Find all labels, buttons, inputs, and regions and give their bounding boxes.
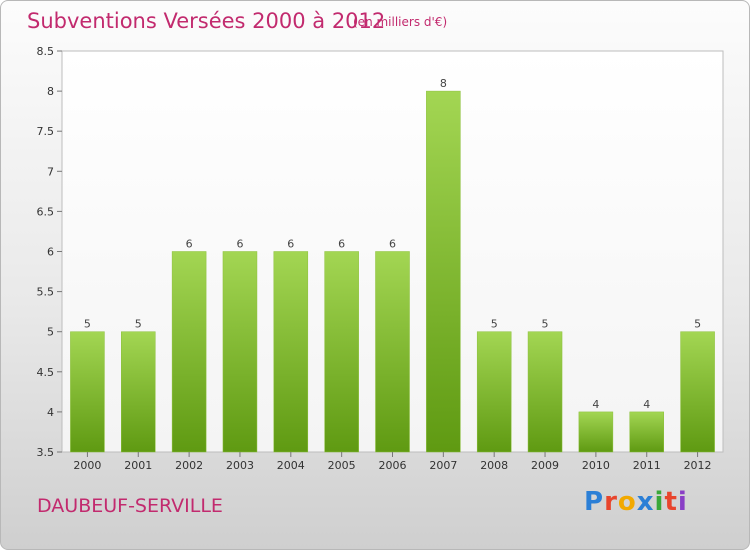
bar-value-label: 5 [542,318,549,331]
chart-subtitle: (en milliers d'€) [353,15,448,29]
x-tick-label: 2010 [582,459,610,472]
x-tick-label: 2000 [73,459,101,472]
y-tick-label: 5 [47,326,54,339]
bar-2008 [476,331,512,453]
x-tick-label: 2004 [277,459,305,472]
x-tick-label: 2007 [429,459,457,472]
x-tick-label: 2009 [531,459,559,472]
x-tick-label: 2005 [328,459,356,472]
bar-2001 [121,331,156,453]
x-tick-label: 2008 [480,459,508,472]
chart-title: Subventions Versées 2000 à 2012 [27,9,386,33]
y-tick-label: 5.5 [37,286,55,299]
x-tick-label: 2006 [379,459,407,472]
x-tick-label: 2003 [226,459,254,472]
x-tick-label: 2002 [175,459,203,472]
y-tick-label: 7.5 [37,125,55,138]
place-name: DAUBEUF-SERVILLE [37,495,223,517]
bar-2011 [629,411,664,453]
bar-value-label: 4 [592,398,599,411]
bar-value-label: 5 [694,318,701,331]
bars: 5 5 6 6 6 6 6 8 5 5 4 4 5 [70,77,715,453]
y-tick-label: 8 [47,85,54,98]
bar-value-label: 6 [338,238,345,251]
x-tick-label: 2012 [684,459,712,472]
bar-2012 [680,331,715,453]
bar-2010 [578,411,614,453]
y-tick-label: 7 [47,165,54,178]
bar-2004 [273,251,309,453]
x-axis: 2000 2001 2002 2003 2004 2005 2006 2007 2008 2009… [73,452,712,472]
proxiti-logo: Proxiti [584,487,688,517]
bar-2007 [426,90,461,453]
bar-2000 [70,331,105,453]
bar-value-label: 6 [287,238,294,251]
y-tick-label: 8.5 [37,45,55,58]
x-tick-label: 2001 [124,459,152,472]
y-axis: 3.5 4 4.5 5 5.5 6 6.5 7 7.5 8 8.5 [37,45,62,459]
bar-2009 [527,331,563,453]
bar-value-label: 5 [491,318,498,331]
y-tick-label: 4 [47,406,54,419]
y-tick-label: 6.5 [37,205,55,218]
bar-2005 [324,251,359,453]
y-tick-label: 3.5 [37,446,55,459]
y-tick-label: 6 [47,246,54,259]
bar-value-label: 5 [84,318,91,331]
bar-2003 [222,251,258,453]
bar-value-label: 6 [186,238,193,251]
bar-value-label: 6 [236,238,243,251]
x-tick-label: 2011 [633,459,661,472]
bar-value-label: 5 [135,318,142,331]
bar-2006 [375,251,410,453]
bar-2002 [171,251,207,453]
bar-value-label: 8 [440,77,447,90]
bar-value-label: 6 [389,238,396,251]
bar-value-label: 4 [643,398,650,411]
y-tick-label: 4.5 [37,366,55,379]
